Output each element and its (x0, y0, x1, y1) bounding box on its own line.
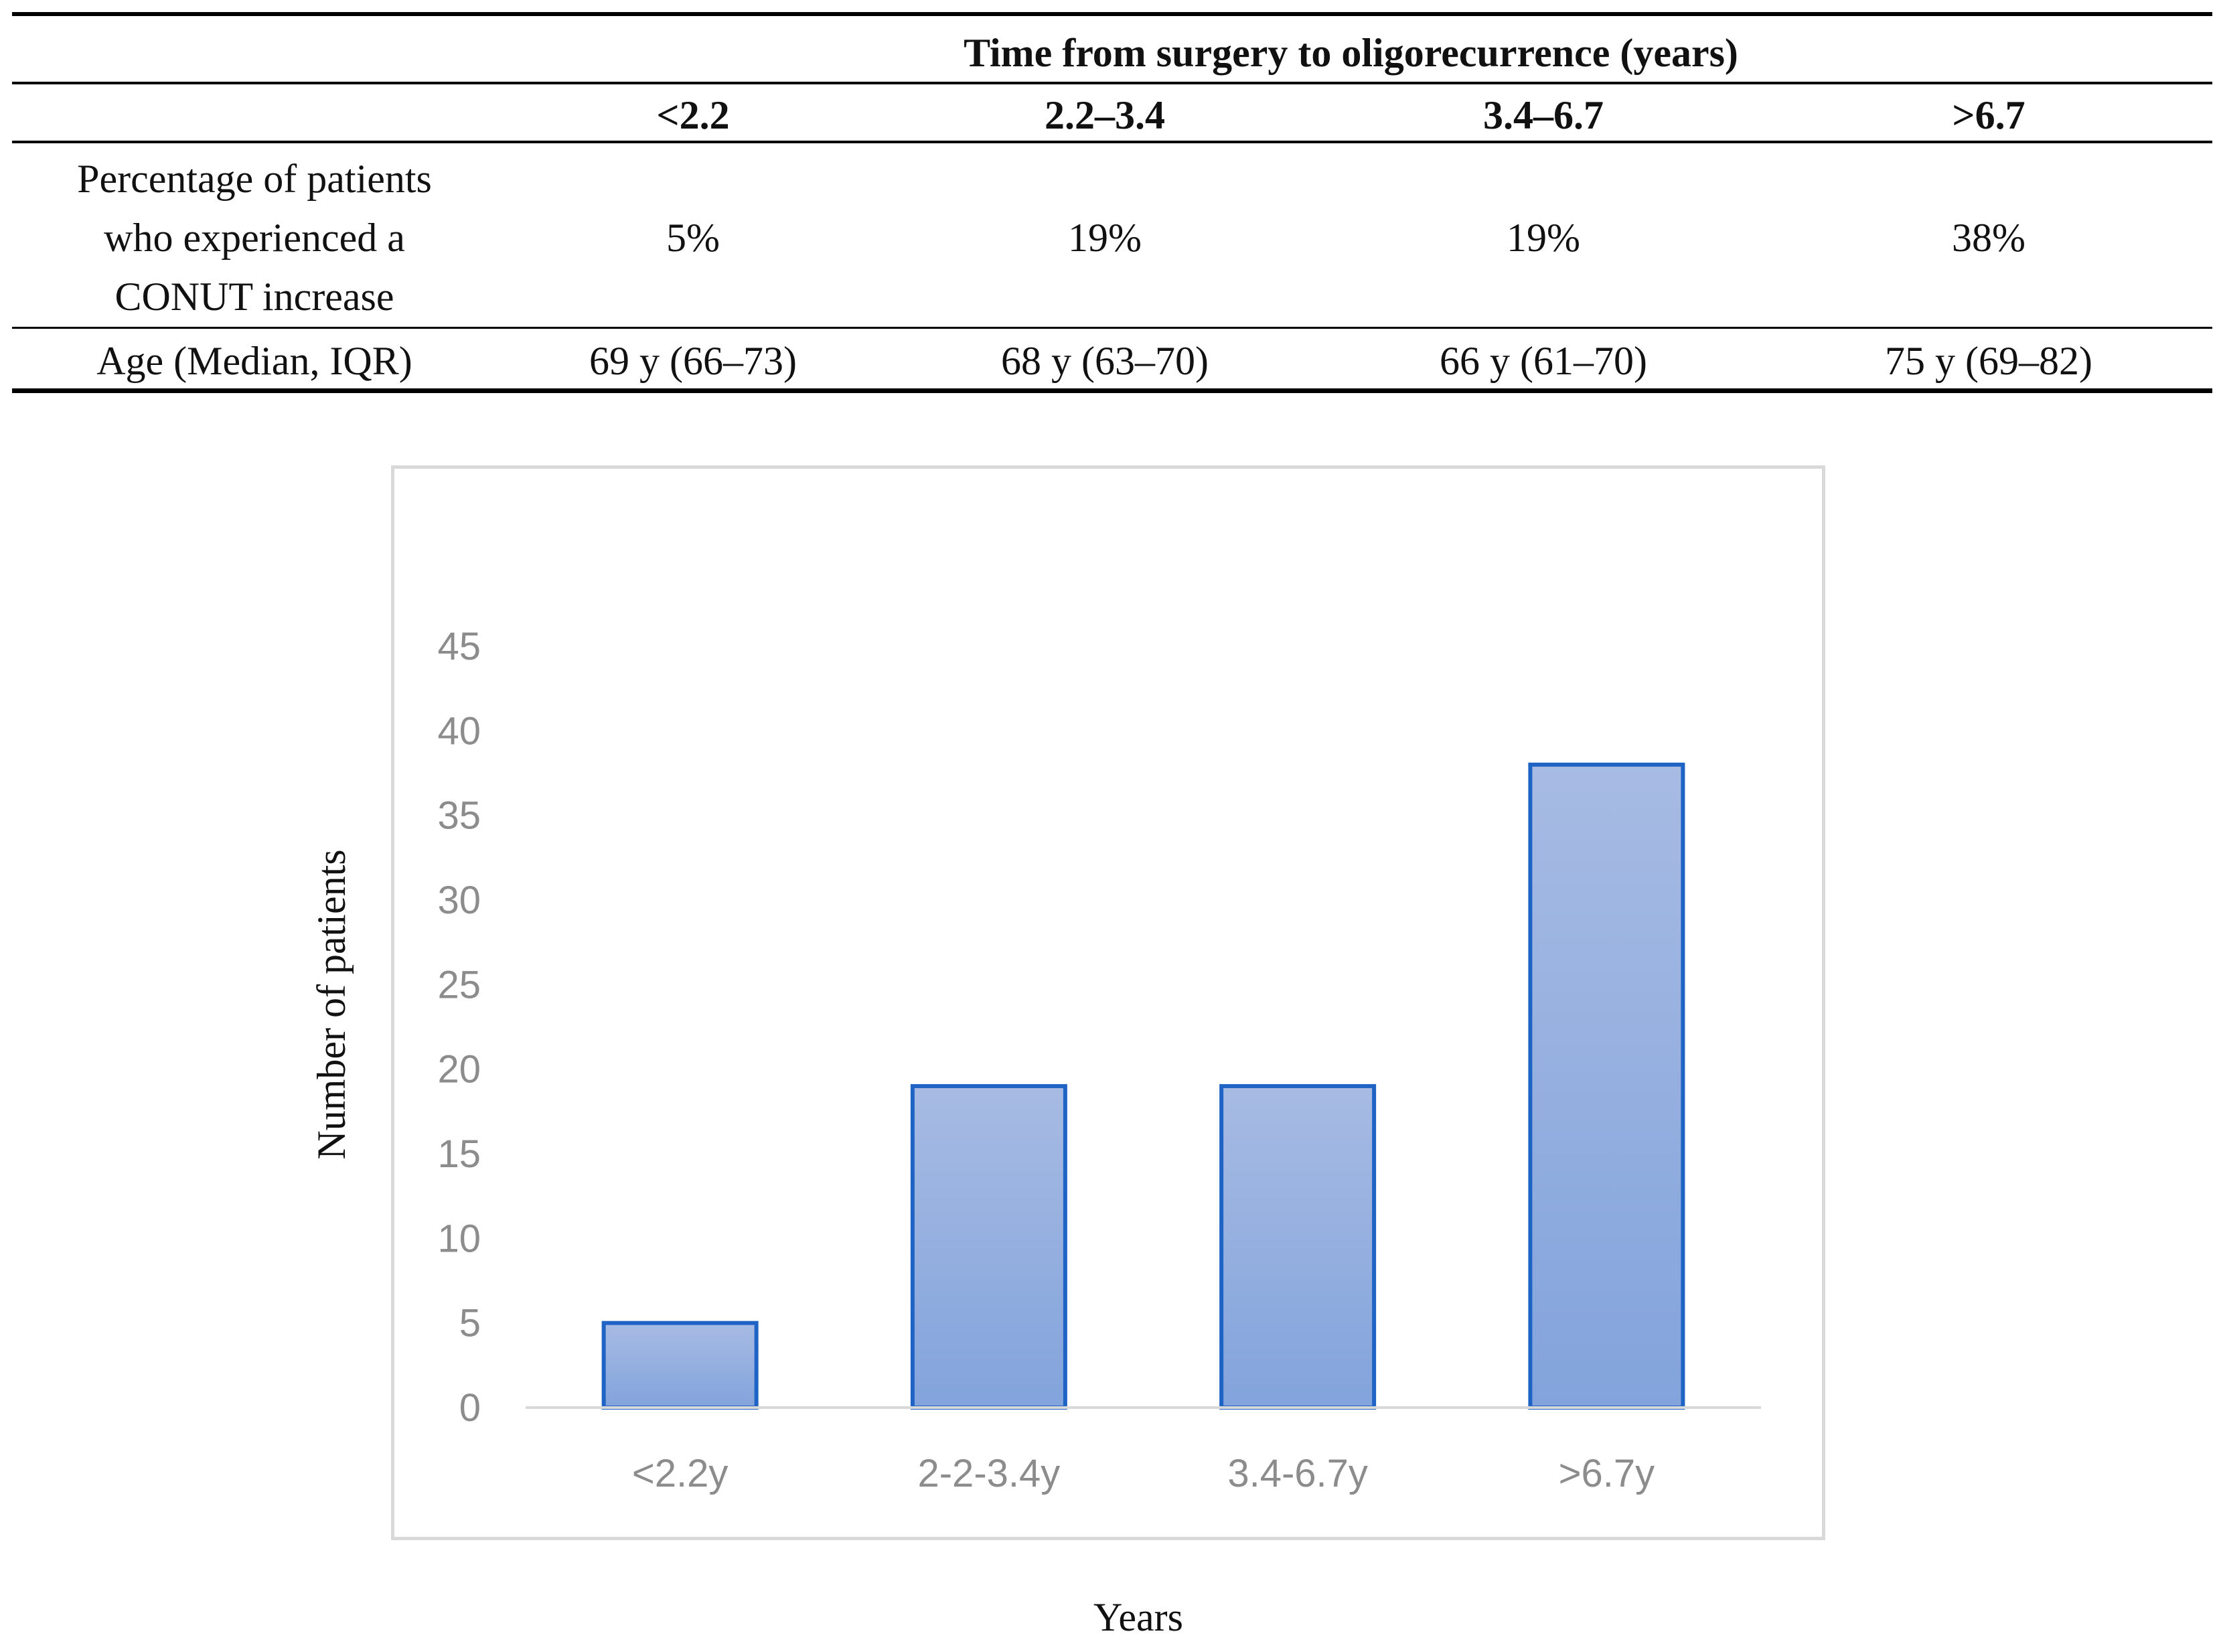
y-tick-label: 0 (459, 1386, 481, 1430)
x-tick-label: 3.4-6.7y (1227, 1452, 1368, 1495)
column-header-2-2-to-3-4: 2.2–3.4 (1045, 93, 1165, 137)
cell-age-3-4-to-6-7: 66 y (61–70) (1440, 339, 1647, 383)
y-tick-label: 40 (437, 709, 481, 753)
x-tick-label: <2.2y (632, 1452, 729, 1495)
y-tick-label: 15 (437, 1132, 481, 1176)
column-header-3-4-to-6-7: 3.4–6.7 (1483, 93, 1604, 137)
row-label-line: who experienced a (104, 216, 405, 260)
cell-conut-2-2-to-3-4: 19% (1068, 216, 1142, 260)
table-header-rule-1 (12, 82, 2212, 84)
y-tick-label: 30 (437, 879, 481, 922)
bar (1219, 1083, 1377, 1410)
table-bottom-rule (12, 388, 2212, 393)
y-tick-label: 35 (437, 794, 481, 838)
y-tick-label: 45 (437, 625, 481, 668)
row-label-conut-increase: Percentage of patients who experienced a… (20, 151, 489, 325)
table-row-rule (12, 327, 2212, 329)
cell-age-gt-6-7: 75 y (69–82) (1885, 339, 2092, 383)
chart-frame (391, 465, 1825, 1540)
x-axis-title: Years (1093, 1595, 1183, 1639)
table-header-rule-2 (12, 141, 2212, 143)
x-tick-label: 2-2-3.4y (917, 1452, 1060, 1495)
table-group-header: Time from surgery to oligorecurrence (ye… (964, 31, 1738, 75)
bar (601, 1321, 759, 1410)
y-axis-title: Number of patients (309, 849, 354, 1159)
x-tick-label: >6.7y (1559, 1452, 1655, 1495)
table-top-rule (12, 12, 2212, 16)
bar (910, 1083, 1067, 1410)
data-table: Time from surgery to oligorecurrence (ye… (0, 0, 2217, 402)
y-tick-label: 20 (437, 1048, 481, 1092)
row-label-age: Age (Median, IQR) (96, 339, 412, 383)
column-header-lt-2-2: <2.2 (656, 93, 730, 137)
column-header-gt-6-7: >6.7 (1952, 93, 2025, 137)
row-label-line: CONUT increase (114, 275, 394, 319)
cell-conut-3-4-to-6-7: 19% (1507, 216, 1580, 260)
row-label-line: Percentage of patients (77, 157, 432, 201)
y-tick-label: 5 (459, 1302, 481, 1345)
y-tick-label: 25 (437, 963, 481, 1006)
cell-conut-gt-6-7: 38% (1952, 216, 2025, 260)
cell-age-lt-2-2: 69 y (66–73) (589, 339, 797, 383)
y-tick-label: 10 (437, 1217, 481, 1260)
cell-conut-lt-2-2: 5% (666, 216, 720, 260)
cell-age-2-2-to-3-4: 68 y (63–70) (1001, 339, 1209, 383)
bar (1528, 762, 1685, 1410)
